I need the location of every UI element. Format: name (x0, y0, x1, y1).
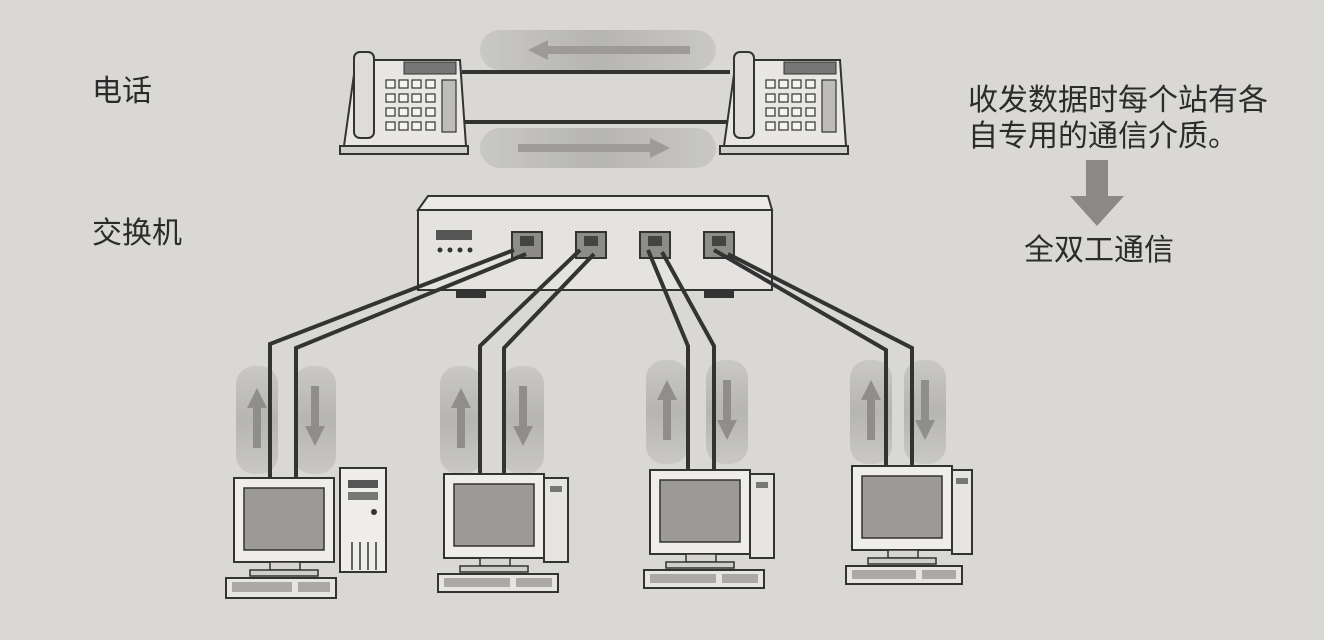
telephone-right-icon (719, 51, 849, 155)
arrow-band-pc-2 (440, 366, 544, 474)
cable-pc-2 (478, 248, 596, 474)
explanation-line-2: 自专用的通信介质。 (968, 119, 1238, 154)
down-arrow-icon (1070, 160, 1124, 226)
cable-pc-1 (268, 248, 527, 478)
arrow-band-pc-1 (236, 366, 336, 474)
arrow-band-pc-4 (850, 360, 946, 464)
cable-pc-3 (646, 249, 716, 470)
computer-3-icon (643, 469, 775, 589)
computer-4-icon (845, 465, 973, 585)
switch-port (575, 231, 607, 259)
switch-label: 交换机 (92, 216, 182, 251)
switch-port (639, 231, 671, 259)
full-duplex-label: 全双工通信 (1024, 233, 1174, 268)
telephone-label: 电话 (92, 74, 152, 109)
cable-pc-4 (712, 248, 914, 466)
phone-arrow-band-top (480, 30, 716, 70)
phone-arrow-band-bottom (480, 128, 716, 168)
explanation-line-1: 收发数据时每个站有各 (968, 83, 1268, 118)
computer-1-icon (225, 467, 387, 599)
computer-2-icon (437, 473, 569, 593)
telephone-left-icon (339, 51, 469, 155)
arrow-band-pc-3 (646, 360, 748, 464)
switch-port (511, 231, 543, 259)
